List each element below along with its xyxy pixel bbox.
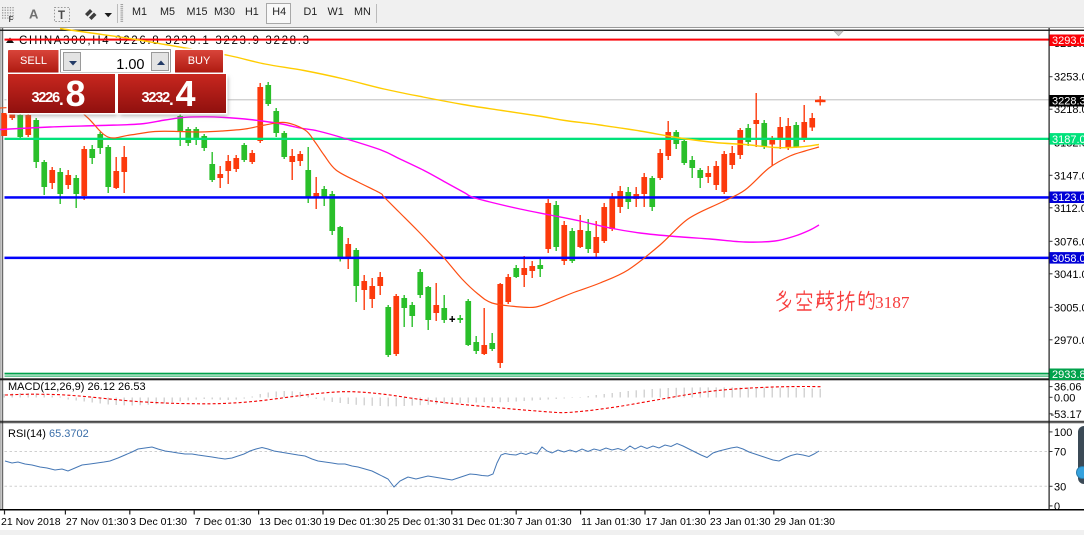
svg-text:3293.0: 3293.0 xyxy=(1052,35,1084,47)
svg-text:100: 100 xyxy=(1054,427,1072,439)
svg-text:MACD(12,26,9) 26.12 26.53: MACD(12,26,9) 26.12 26.53 xyxy=(8,381,146,393)
svg-text:21 Nov 2018: 21 Nov 2018 xyxy=(1,516,61,528)
svg-text:31 Dec 01:30: 31 Dec 01:30 xyxy=(452,516,515,528)
svg-text:30: 30 xyxy=(1054,481,1066,493)
svg-text:RSI(14) 65.3702: RSI(14) 65.3702 xyxy=(8,428,89,440)
svg-text:3076.0: 3076.0 xyxy=(1054,236,1084,248)
svg-text:F: F xyxy=(9,15,14,24)
svg-text:3228.3: 3228.3 xyxy=(1052,96,1084,108)
svg-text:19 Dec 01:30: 19 Dec 01:30 xyxy=(324,516,387,528)
svg-text:3123.0: 3123.0 xyxy=(1052,192,1084,204)
svg-text:23 Jan 01:30: 23 Jan 01:30 xyxy=(710,516,771,528)
svg-text:3058.0: 3058.0 xyxy=(1052,253,1084,265)
svg-text:27 Nov 01:30: 27 Nov 01:30 xyxy=(66,516,129,528)
svg-text:3 Dec 01:30: 3 Dec 01:30 xyxy=(130,516,187,528)
svg-text:25 Dec 01:30: 25 Dec 01:30 xyxy=(388,516,451,528)
svg-text:2970.0: 2970.0 xyxy=(1054,335,1084,347)
svg-text:70: 70 xyxy=(1054,447,1066,459)
svg-text:0.00: 0.00 xyxy=(1054,392,1075,404)
svg-text:-53.17: -53.17 xyxy=(1051,409,1082,421)
svg-text:3147.0: 3147.0 xyxy=(1054,170,1084,182)
svg-text:T: T xyxy=(58,10,65,22)
svg-text:17 Jan 01:30: 17 Jan 01:30 xyxy=(646,516,707,528)
svg-text:3187: 3187 xyxy=(875,293,910,312)
svg-text:A: A xyxy=(29,7,39,22)
svg-text:3112.0: 3112.0 xyxy=(1054,203,1084,215)
svg-text:2933.8: 2933.8 xyxy=(1052,369,1084,381)
svg-text:3253.0: 3253.0 xyxy=(1054,72,1084,84)
svg-text:7 Dec 01:30: 7 Dec 01:30 xyxy=(195,516,252,528)
svg-text:29 Jan 01:30: 29 Jan 01:30 xyxy=(774,516,835,528)
svg-text:3187.0: 3187.0 xyxy=(1052,134,1084,146)
svg-text:13 Dec 01:30: 13 Dec 01:30 xyxy=(259,516,322,528)
svg-text:11 Jan 01:30: 11 Jan 01:30 xyxy=(581,516,641,528)
svg-text:3041.0: 3041.0 xyxy=(1054,269,1084,281)
svg-text:0: 0 xyxy=(1054,501,1060,513)
svg-text:3005.0: 3005.0 xyxy=(1054,302,1084,314)
svg-text:7 Jan 01:30: 7 Jan 01:30 xyxy=(517,516,572,528)
